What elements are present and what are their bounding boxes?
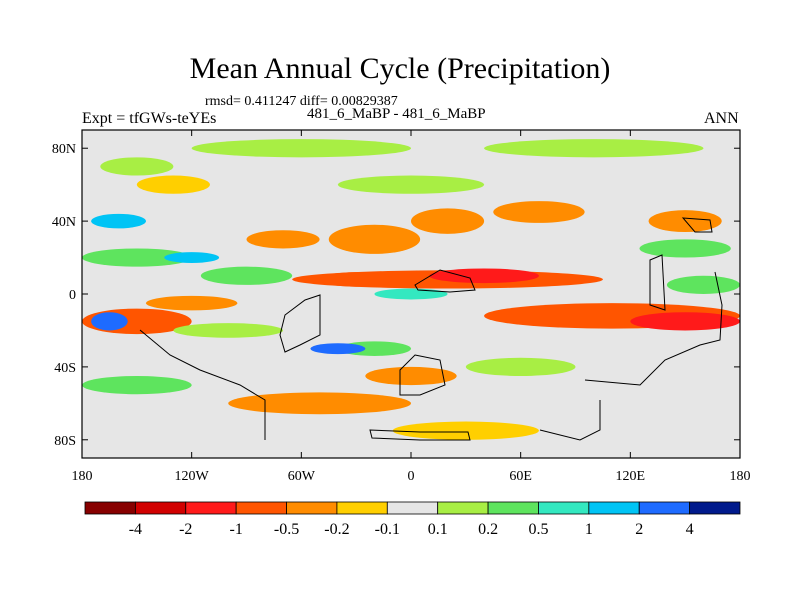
chart-title: Mean Annual Cycle (Precipitation)	[189, 52, 611, 85]
anomaly-region-25	[310, 343, 366, 355]
colorbar-swatch-11	[638, 501, 691, 515]
colorbar-label: 2	[635, 521, 643, 538]
coastline-africa	[414, 269, 476, 293]
x-tick-label: 0	[408, 469, 415, 484]
runs-label: 481_6_MaBP - 481_6_MaBP	[307, 106, 486, 122]
colorbar-swatch-5	[336, 501, 388, 515]
colorbar-swatch-6	[386, 501, 439, 515]
coastline-southern-ocean-east	[584, 271, 723, 386]
anomaly-region-7	[228, 392, 411, 415]
colorbar-swatch-10	[588, 501, 640, 515]
coastline-south-america	[279, 294, 321, 353]
x-tick-label: 180	[72, 469, 93, 484]
anomaly-region-2	[319, 272, 393, 287]
anomaly-region-30	[100, 157, 174, 176]
coastlines	[139, 217, 723, 441]
colorbar-swatch-9	[538, 501, 590, 515]
colorbar-label: -2	[179, 521, 192, 538]
colorbar-label: -0.2	[324, 521, 349, 538]
axis-ticks	[81, 130, 741, 458]
x-tick-label: 120E	[616, 469, 646, 484]
y-tick-label: 80S	[54, 434, 76, 449]
anomaly-region-23	[91, 213, 146, 229]
stats-label: rmsd= 0.411247 diff= 0.00829387	[205, 94, 398, 109]
coastline-southern-continent	[399, 354, 446, 396]
colorbar-swatch-0	[84, 501, 136, 515]
colorbar-label: 0.1	[428, 521, 448, 538]
colorbar-label: -0.1	[375, 521, 400, 538]
anomaly-region-15	[392, 421, 539, 440]
anomaly-region-31	[465, 357, 576, 376]
anomaly-region-26	[164, 252, 220, 264]
anomaly-region-28	[484, 139, 704, 158]
anomaly-region-18	[82, 248, 192, 267]
colorbar-label: -1	[229, 521, 242, 538]
anomaly-region-22	[374, 288, 448, 300]
anomaly-region-8	[365, 366, 457, 386]
colorbar: -4 -2 -1 -0.5 -0.2 -0.1 0.1 0.2 0.5 1 2 4	[84, 501, 741, 538]
coastline-southern-ocean-west	[139, 329, 266, 440]
anomaly-region-32	[337, 175, 485, 194]
colorbar-swatch-2	[185, 501, 237, 515]
y-tick-label: 0	[69, 288, 76, 303]
coastline-antarctica	[369, 429, 471, 441]
colorbar-swatch-12	[689, 501, 741, 515]
colorbar-label: 0.2	[478, 521, 498, 538]
anomaly-region-21	[82, 376, 192, 395]
anomaly-region-24	[91, 312, 128, 331]
x-tick-label: 60E	[509, 469, 532, 484]
colorbar-swatch-1	[134, 501, 187, 515]
anomaly-region-1	[429, 268, 539, 284]
colorbar-swatch-4	[286, 501, 338, 515]
anomaly-region-9	[328, 224, 421, 254]
anomaly-region-11	[493, 201, 585, 223]
colorbar-swatch-7	[437, 501, 489, 515]
season-label: ANN	[704, 110, 739, 127]
coastline-northeast	[681, 217, 713, 233]
colorbar-label: 4	[686, 521, 694, 538]
data-regions	[82, 139, 740, 440]
x-tick-label: 60W	[288, 469, 316, 484]
x-tick-label: 180	[730, 469, 751, 484]
anomaly-region-20	[639, 239, 731, 258]
anomaly-region-6	[145, 295, 238, 311]
colorbar-swatch-3	[235, 501, 287, 515]
anomaly-region-29	[173, 323, 284, 338]
x-tick-label: 120W	[175, 469, 210, 484]
anomaly-region-27	[191, 139, 411, 158]
anomaly-region-10	[411, 208, 485, 234]
anomaly-region-14	[136, 175, 210, 194]
colorbar-swatch-8	[487, 501, 539, 515]
anomaly-region-12	[246, 230, 320, 249]
anomaly-region-17	[200, 266, 293, 285]
colorbar-label: -4	[129, 521, 142, 538]
axis-tick-labels: 180 120W 60W 0 60E 120E 180 80N 40N 0 40S 80S	[52, 142, 751, 484]
y-tick-label: 40N	[52, 215, 76, 230]
experiment-label: Expt = tfGWs-teYEs	[82, 110, 217, 127]
anomaly-region-19	[666, 275, 740, 294]
colorbar-label: 0.5	[528, 521, 548, 538]
colorbar-label: -0.5	[274, 521, 299, 538]
coastline-pacific-rim	[649, 254, 666, 311]
colorbar-label: 1	[585, 521, 593, 538]
coastline-south-atlantic-edge	[539, 400, 601, 441]
anomaly-region-4	[630, 312, 740, 331]
y-tick-label: 40S	[54, 361, 76, 376]
y-tick-label: 80N	[52, 142, 76, 157]
